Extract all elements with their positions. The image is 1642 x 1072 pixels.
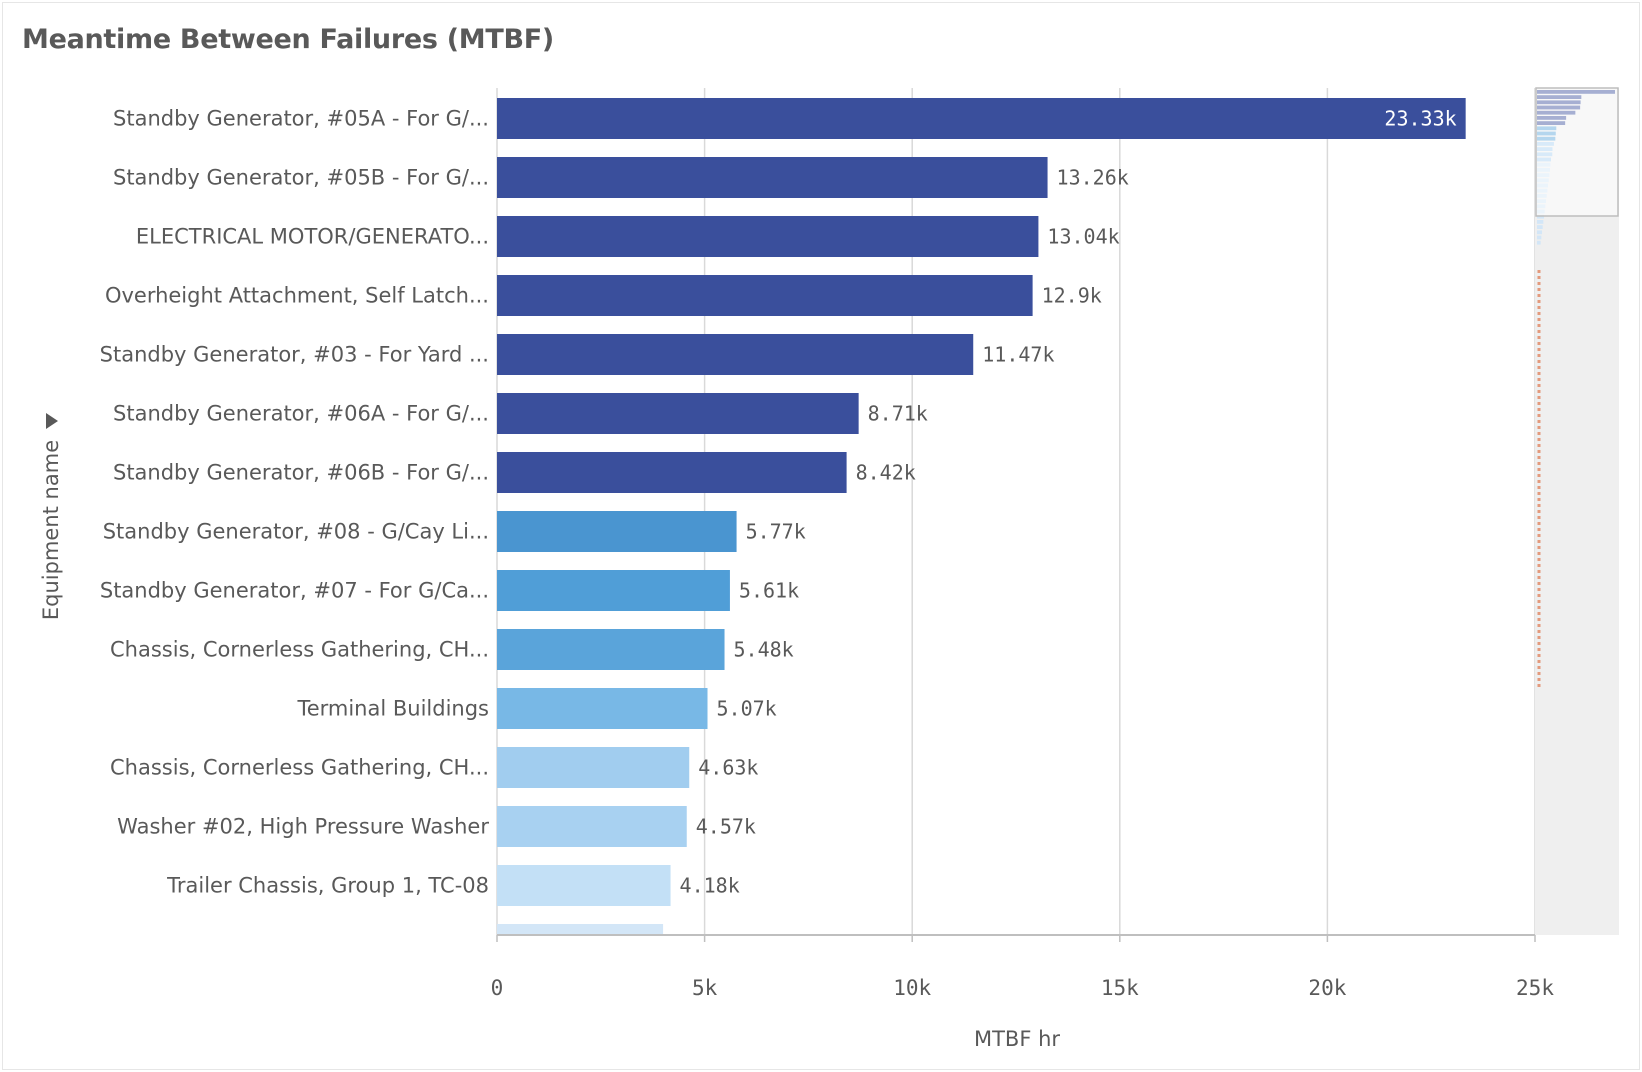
bar[interactable]	[497, 393, 859, 434]
value-label: 5.77k	[746, 520, 806, 544]
category-label[interactable]: Washer #02, High Pressure Washer	[117, 815, 489, 839]
bar[interactable]	[497, 98, 1466, 139]
x-tick-label: 25k	[1516, 976, 1554, 1000]
bar[interactable]	[497, 334, 974, 375]
scroll-minimap[interactable]	[1535, 87, 1619, 935]
minimap-track[interactable]	[1535, 88, 1619, 935]
x-tick-label: 20k	[1308, 976, 1346, 1000]
value-label: 23.33k	[1384, 107, 1456, 131]
y-axis-title: Equipment name	[39, 440, 63, 620]
category-label[interactable]: Terminal Buildings	[296, 697, 489, 721]
bar[interactable]	[497, 747, 690, 788]
value-label: 5.61k	[739, 579, 799, 603]
minimap-bar	[1537, 235, 1542, 240]
category-label[interactable]: Standby Generator, #03 - For Yard ...	[100, 343, 489, 367]
value-labels: 23.33k 13.26k 13.04k 12.9k 11.47k 8.71k 8.42k 5…	[680, 107, 1457, 898]
value-label: 4.18k	[680, 874, 740, 898]
value-label: 8.42k	[856, 461, 916, 485]
category-label[interactable]: Standby Generator, #06A - For G/...	[113, 402, 489, 426]
bar[interactable]	[497, 806, 687, 847]
value-label: 13.04k	[1047, 225, 1119, 249]
x-axis-title: MTBF hr	[974, 1027, 1060, 1051]
x-tick-label: 5k	[692, 976, 718, 1000]
bar[interactable]	[497, 629, 725, 670]
category-label[interactable]: Trailer Chassis, Group 1, TC-08	[166, 874, 489, 898]
category-label[interactable]: Standby Generator, #07 - For G/Ca...	[100, 579, 489, 603]
value-label: 8.71k	[868, 402, 928, 426]
bar[interactable]	[497, 275, 1033, 316]
category-label[interactable]: Chassis, Cornerless Gathering, CH...	[110, 638, 489, 662]
category-label[interactable]: Chassis, Cornerless Gathering, CH...	[110, 756, 489, 780]
x-tick-label: 15k	[1101, 976, 1139, 1000]
category-label[interactable]: Standby Generator, #08 - G/Cay Li...	[103, 520, 489, 544]
category-label[interactable]: Standby Generator, #05B - For G/...	[113, 166, 489, 190]
bar[interactable]	[497, 216, 1039, 257]
bar[interactable]	[497, 570, 730, 611]
minimap-bar	[1537, 240, 1541, 245]
value-label: 4.57k	[696, 815, 756, 839]
bar[interactable]	[497, 157, 1048, 198]
x-tick-label: 0	[491, 976, 504, 1000]
y-axis-title-group[interactable]: Equipment name	[39, 440, 63, 620]
bar[interactable]	[497, 688, 708, 729]
chart-title: Meantime Between Failures (MTBF)	[22, 24, 554, 55]
bars-group[interactable]	[497, 98, 1466, 935]
bar[interactable]	[497, 511, 737, 552]
bar[interactable]	[497, 865, 671, 906]
minimap-viewport[interactable]	[1535, 87, 1619, 217]
x-axis-ticks: 0 5k 10k 15k 20k 25k	[491, 935, 1554, 1000]
value-label: 5.48k	[734, 638, 794, 662]
category-label[interactable]: Standby Generator, #06B - For G/...	[113, 461, 489, 485]
value-label: 11.47k	[982, 343, 1054, 367]
category-label[interactable]: Overheight Attachment, Self Latch...	[105, 284, 489, 308]
value-label: 5.07k	[717, 697, 777, 721]
category-label[interactable]: ELECTRICAL MOTOR/GENERATO...	[136, 225, 489, 249]
value-label: 12.9k	[1042, 284, 1102, 308]
value-label: 13.26k	[1057, 166, 1129, 190]
bar[interactable]	[497, 452, 847, 493]
minimap-bar	[1537, 225, 1543, 229]
bar-partial[interactable]	[497, 924, 664, 935]
value-label: 4.63k	[698, 756, 758, 780]
category-labels: Standby Generator, #05A - For G/... Stand…	[100, 107, 490, 898]
minimap-bar	[1537, 230, 1543, 235]
x-tick-label: 10k	[893, 976, 931, 1000]
minimap-bar	[1537, 220, 1544, 224]
category-label[interactable]: Standby Generator, #05A - For G/...	[113, 107, 489, 131]
y-axis-expand-icon[interactable]	[46, 413, 58, 429]
